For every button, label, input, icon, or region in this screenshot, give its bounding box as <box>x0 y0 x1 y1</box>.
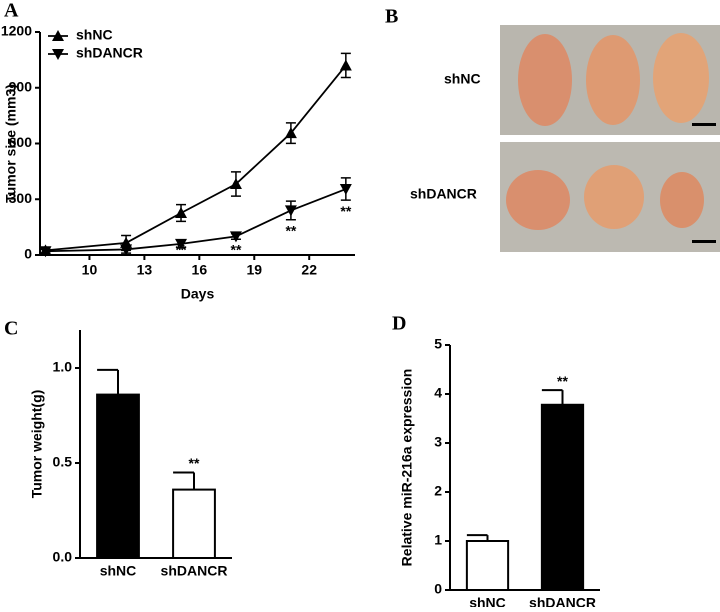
bar <box>172 488 216 560</box>
y-axis-label: Relative miR-216a expression <box>399 369 415 567</box>
marker <box>339 184 352 196</box>
legend-marker <box>52 49 64 60</box>
scale-bar <box>692 240 716 243</box>
error-bar <box>173 471 195 490</box>
x-tick-label: 10 <box>82 262 98 278</box>
x-tick-label: 19 <box>246 262 262 278</box>
x-tick-label: shDANCR <box>529 595 596 607</box>
significance: ** <box>121 242 132 258</box>
y-axis-label: Tumor size (mm3) <box>3 84 19 203</box>
y-tick-label: 0 <box>434 581 442 597</box>
error-bar <box>541 389 564 405</box>
legend-label: shDANCR <box>76 45 143 61</box>
y-tick-label: 1.0 <box>53 359 73 375</box>
marker <box>229 231 242 243</box>
panel-label: D <box>392 313 406 335</box>
bar <box>465 540 510 591</box>
y-tick-label: 2 <box>434 483 442 499</box>
y-tick-label: 300 <box>9 190 33 206</box>
tumor <box>584 165 644 229</box>
tumor <box>506 170 570 230</box>
row-label: shNC <box>444 71 481 87</box>
legend-label: shNC <box>76 27 113 43</box>
x-axis-label: Days <box>181 286 215 302</box>
marker <box>175 207 188 219</box>
bar <box>96 393 140 559</box>
panel-label: B <box>385 6 398 28</box>
significance: ** <box>285 222 296 238</box>
tumor <box>586 35 640 125</box>
significance: ** <box>557 373 568 389</box>
marker <box>339 59 352 71</box>
significance: ** <box>340 203 351 219</box>
y-tick-label: 900 <box>9 78 33 94</box>
x-tick-label: shNC <box>100 563 137 579</box>
marker <box>284 205 297 217</box>
tumor <box>653 33 709 123</box>
scale-bar <box>692 123 716 126</box>
panel-label: C <box>4 318 18 340</box>
tumor <box>660 172 704 228</box>
significance: ** <box>176 242 187 258</box>
series-line <box>45 64 347 252</box>
tumor <box>518 34 572 126</box>
y-tick-label: 1 <box>434 532 442 548</box>
x-tick-label: 16 <box>192 262 208 278</box>
series-line <box>45 188 347 253</box>
marker <box>175 238 188 250</box>
y-tick-label: 5 <box>434 336 442 352</box>
y-tick-label: 0.0 <box>53 549 73 565</box>
error-bar <box>97 368 119 395</box>
photo-panel: shNC shDANCR <box>410 25 720 252</box>
y-axis-label: Tumor weight(g) <box>29 390 45 499</box>
y-tick-label: 600 <box>9 134 33 150</box>
row-label: shDANCR <box>410 186 477 202</box>
y-tick-label: 0.5 <box>53 454 73 470</box>
x-tick-label: shNC <box>469 595 506 607</box>
significance: ** <box>189 455 200 471</box>
x-tick-label: 22 <box>301 262 317 278</box>
marker <box>229 178 242 190</box>
legend-marker <box>52 30 64 41</box>
marker <box>39 246 52 258</box>
bar <box>540 403 585 591</box>
panel-label: A <box>4 0 19 22</box>
y-tick-label: 1200 <box>1 23 32 39</box>
y-tick-label: 3 <box>434 434 442 450</box>
significance: ** <box>231 242 242 258</box>
x-tick-label: shDANCR <box>161 563 228 579</box>
x-tick-label: 13 <box>137 262 153 278</box>
marker <box>284 127 297 139</box>
marker <box>120 244 133 256</box>
y-tick-label: 4 <box>434 385 442 401</box>
y-tick-label: 0 <box>24 246 32 262</box>
